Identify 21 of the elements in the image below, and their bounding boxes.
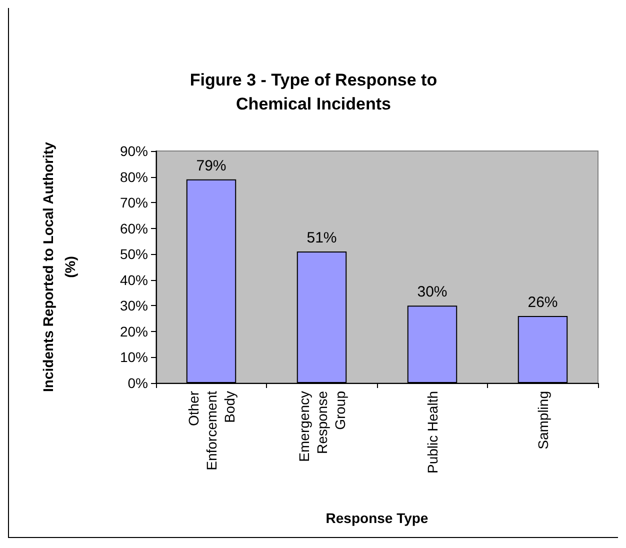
data-label: 26% (528, 294, 558, 311)
data-label: 51% (306, 230, 337, 247)
x-tick-label: Public Health (424, 391, 440, 474)
data-label: 79% (196, 157, 226, 174)
y-tick-label: 60% (120, 220, 148, 236)
y-tick-label: 40% (120, 272, 148, 288)
y-tick-label: 0% (128, 375, 148, 391)
y-tick-label: 30% (120, 298, 148, 314)
chart-title: Figure 3 - Type of Response to Chemical Incidents (190, 70, 438, 114)
x-tick-label: Emergency Response Group (296, 390, 348, 462)
y-tick-label: 90% (120, 143, 148, 159)
x-tick-label: Other Enforcement Body (185, 390, 238, 470)
y-tick-label: 70% (120, 194, 148, 211)
y-tick-label: 20% (120, 323, 148, 340)
y-tick-label: 10% (120, 349, 148, 366)
x-tick-label: Sampling (534, 391, 551, 450)
y-axis-title: Incidents Reported to Local Authority (%) (40, 142, 78, 392)
y-tick-label: 80% (120, 168, 148, 185)
x-axis-title: Response Type (326, 510, 428, 526)
y-tick-label: 50% (120, 246, 148, 262)
data-label: 30% (417, 284, 448, 301)
